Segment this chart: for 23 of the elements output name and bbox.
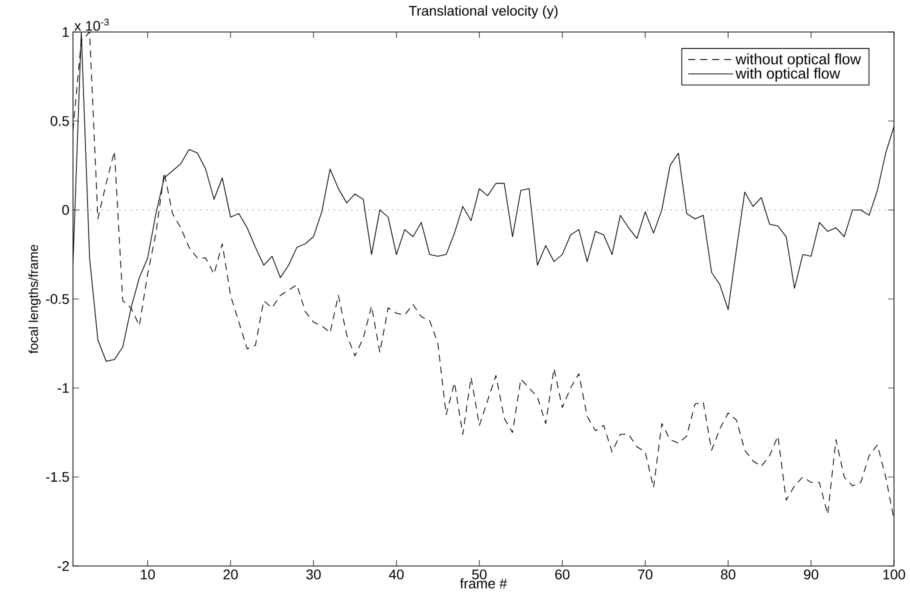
x-tick-label: 80 bbox=[721, 570, 736, 580]
x-tick-label: 60 bbox=[555, 570, 570, 580]
y-tick-label: 0 bbox=[62, 205, 69, 215]
x-tick-label: 100 bbox=[883, 570, 906, 580]
y-tick-label: -2 bbox=[58, 561, 69, 571]
legend-label: with optical flow bbox=[736, 68, 840, 82]
x-tick-label: 20 bbox=[224, 570, 238, 580]
x-tick-label: 30 bbox=[306, 570, 321, 580]
x-tick-label: 10 bbox=[140, 570, 155, 580]
x-tick-label: 70 bbox=[638, 570, 652, 580]
chart-title: Translational velocity (y) bbox=[408, 5, 558, 18]
y-tick-label: 0.5 bbox=[50, 116, 69, 126]
y-tick-label: -1.5 bbox=[46, 472, 69, 482]
text: x 10$^{-3}$ bbox=[74, 18, 109, 31]
x-tick-label: 90 bbox=[804, 570, 818, 580]
x-axis-title: frame # bbox=[460, 578, 508, 588]
legend-label: without optical flow bbox=[736, 53, 861, 68]
y-tick-label: -1 bbox=[58, 383, 69, 393]
y-axis-title: focal lengths/frame bbox=[28, 244, 41, 354]
x-tick-label: 40 bbox=[388, 570, 404, 580]
x-tick-label: 50 bbox=[472, 570, 487, 580]
y-tick-label: 1 bbox=[62, 27, 69, 37]
y-tick-label: -0.5 bbox=[46, 294, 69, 304]
